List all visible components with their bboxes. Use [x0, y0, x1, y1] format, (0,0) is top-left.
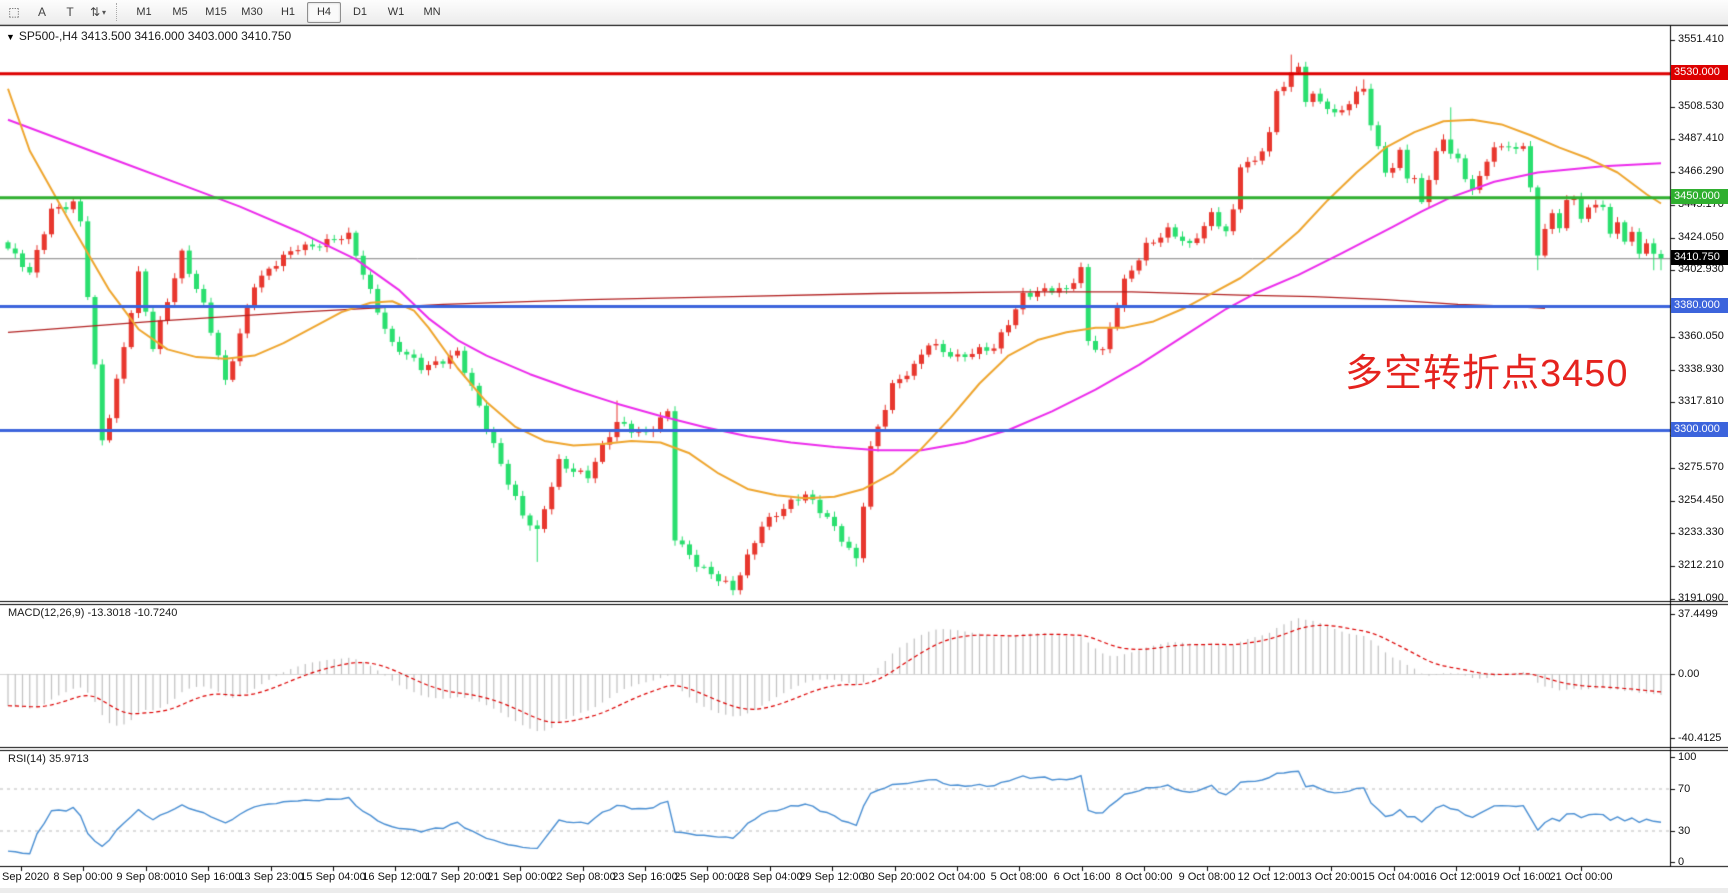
rsi-tick-label: 100 [1678, 751, 1697, 763]
macd-tick-label: 37.4499 [1678, 608, 1718, 620]
timeframe-button-d1[interactable]: D1 [352, 5, 368, 18]
timeframe-button-m30[interactable]: M30 [241, 5, 263, 18]
macd-indicator-label: MACD(12,26,9) -13.3018 -10.7240 [8, 607, 178, 619]
timeframe-button-w1[interactable]: W1 [387, 5, 405, 18]
text-tool-icon[interactable]: T [66, 5, 74, 19]
rsi-tick-label: 0 [1678, 856, 1685, 868]
date-tick-label: 13 Oct 20:00 [1299, 871, 1363, 883]
date-tick-label: 10 Sep 16:00 [175, 871, 241, 883]
date-tick-label: 23 Sep 16:00 [612, 871, 678, 883]
date-tick-label: 12 Oct 12:00 [1237, 871, 1301, 883]
date-tick-label: 29 Sep 12:00 [799, 871, 865, 883]
date-tick-label: 5 Oct 08:00 [990, 871, 1048, 883]
date-tick-label: 8 Oct 00:00 [1115, 871, 1173, 883]
date-tick-label: 19 Oct 16:00 [1487, 871, 1551, 883]
price-tick-label: 3233.330 [1678, 526, 1724, 538]
price-level-box: 3530.000 [1671, 65, 1728, 80]
date-tick-label: 13 Sep 23:00 [238, 871, 304, 883]
price-tick-label: 3317.810 [1678, 395, 1724, 407]
date-tick-label: 8 Sep 00:00 [53, 871, 113, 883]
rsi-tick-label: 70 [1678, 783, 1691, 795]
timeframe-button-m15[interactable]: M15 [205, 5, 227, 18]
toolbar-separator [116, 3, 122, 21]
date-tick-label: 15 Oct 04:00 [1362, 871, 1426, 883]
date-tick-label: 6 Oct 16:00 [1053, 871, 1111, 883]
draw-arrows-icon[interactable]: ⇅ ▾ [89, 5, 107, 19]
price-tick-label: 3360.050 [1678, 330, 1724, 342]
macd-tick-label: -40.4125 [1678, 732, 1722, 744]
rsi-tick-label: 30 [1678, 825, 1691, 837]
price-tick-label: 3254.450 [1678, 494, 1724, 506]
price-tick-label: 3191.090 [1678, 592, 1724, 604]
date-tick-label: 22 Sep 08:00 [550, 871, 616, 883]
timeframe-button-m5[interactable]: M5 [172, 5, 188, 18]
rsi-indicator-label: RSI(14) 35.9713 [8, 753, 89, 765]
current-price-box: 3410.750 [1671, 250, 1728, 265]
price-level-box: 3380.000 [1671, 298, 1728, 313]
date-tick-label: 25 Sep 00:00 [674, 871, 740, 883]
timeframe-button-h1[interactable]: H1 [280, 5, 296, 18]
chart-annotation-text: 多空转折点3450 [1345, 353, 1629, 395]
price-tick-label: 3508.530 [1678, 100, 1724, 112]
price-level-box: 3300.000 [1671, 422, 1728, 437]
timeframe-button-m1[interactable]: M1 [136, 5, 152, 18]
date-tick-label: 15 Sep 04:00 [300, 871, 366, 883]
chart-toolbar: ⬚ A T ⇅ ▾ M1 M5 M15 M30 H1 H4 D1 W1 MN [0, 0, 1728, 25]
date-tick-label: 4 Sep 2020 [0, 871, 50, 883]
date-tick-label: 16 Sep 12:00 [362, 871, 428, 883]
template-grid-icon[interactable]: ⬚ [8, 5, 20, 19]
macd-tick-label: 0.00 [1678, 668, 1700, 680]
price-tick-label: 3424.050 [1678, 231, 1724, 243]
date-tick-label: 21 Oct 00:00 [1549, 871, 1613, 883]
symbol-ohlc-text: SP500-,H4 3413.500 3416.000 3403.000 341… [18, 29, 292, 43]
dropdown-caret-icon[interactable]: ▾ [102, 7, 107, 17]
price-level-box: 3450.000 [1671, 189, 1728, 204]
date-tick-label: 30 Sep 20:00 [862, 871, 928, 883]
date-tick-label: 16 Oct 12:00 [1424, 871, 1488, 883]
price-tick-label: 3275.570 [1678, 461, 1724, 473]
price-tick-label: 3212.210 [1678, 559, 1724, 571]
symbol-dropdown-icon[interactable]: ▼ [6, 32, 15, 42]
timeframe-button-h4[interactable]: H4 [307, 1, 341, 23]
price-tick-label: 3402.930 [1678, 263, 1724, 275]
price-tick-label: 3466.290 [1678, 165, 1724, 177]
timeframe-button-mn[interactable]: MN [423, 5, 441, 18]
window-bottom-strip [0, 888, 1728, 893]
date-tick-label: 21 Sep 00:00 [487, 871, 553, 883]
price-tick-label: 3487.410 [1678, 132, 1724, 144]
date-tick-label: 17 Sep 20:00 [425, 871, 491, 883]
date-tick-label: 9 Sep 08:00 [116, 871, 176, 883]
price-tick-label: 3338.930 [1678, 363, 1724, 375]
date-tick-label: 9 Oct 08:00 [1178, 871, 1236, 883]
symbol-ohlc-line: ▼ SP500-,H4 3413.500 3416.000 3403.000 34… [6, 29, 291, 43]
date-tick-label: 2 Oct 04:00 [928, 871, 986, 883]
price-tick-label: 3551.410 [1678, 33, 1724, 45]
arrow-tool-icon[interactable]: A [37, 5, 46, 19]
date-tick-label: 28 Sep 04:00 [737, 871, 803, 883]
